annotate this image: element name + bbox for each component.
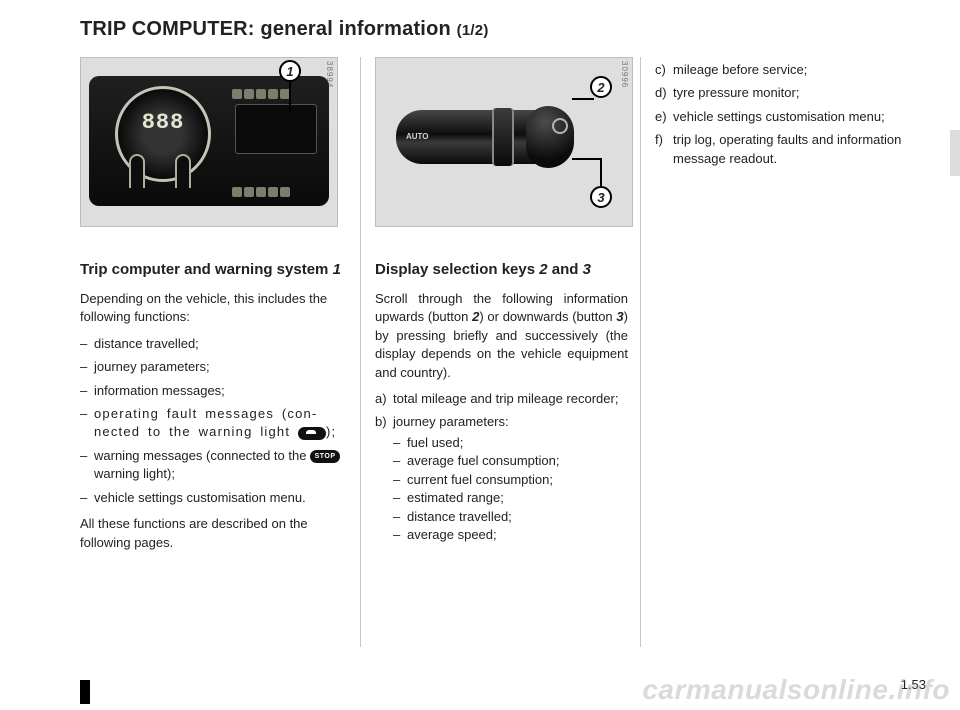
sub-avg-speed: average speed; — [393, 526, 628, 544]
fn-distance: distance travelled; — [80, 335, 348, 353]
fn-journey: journey parameters; — [80, 358, 348, 376]
cluster-icons-top — [231, 86, 319, 100]
page-title: TRIP COMPUTER: general information (1/2) — [80, 18, 926, 41]
txt-d: tyre pressure monitor; — [673, 85, 799, 100]
txt-e: vehicle settings customisation menu; — [673, 109, 885, 124]
page: TRIP COMPUTER: general information (1/2)… — [0, 0, 960, 710]
callout-3: 3 — [590, 186, 612, 208]
outro-text: All these functions are described on the… — [80, 515, 348, 552]
key-f: f) — [655, 131, 663, 149]
side-tab — [950, 130, 960, 176]
intro-text: Depending on the vehicle, this includes … — [80, 290, 348, 327]
dk-para: Scroll through the following informa­tio… — [375, 290, 628, 382]
stalk-auto-label: AUTO — [406, 132, 429, 141]
cluster-info-screen — [235, 104, 317, 154]
sub-avg-cons: average fuel consumption; — [393, 452, 628, 470]
sub-range: estimated range; — [393, 489, 628, 507]
fn-settings: vehicle settings customisation menu. — [80, 489, 348, 507]
heading-dk-b: and — [548, 261, 583, 278]
cluster-gauge-right — [175, 154, 191, 188]
heading-trip-ref: 1 — [333, 261, 341, 278]
item-c: c) mileage before service; — [655, 61, 908, 79]
title-part: (1/2) — [457, 22, 489, 39]
txt-b: journey parameters: — [393, 414, 509, 429]
fn-fault-b: ); — [326, 424, 336, 439]
stalk-ring — [492, 108, 514, 166]
callout-2: 2 — [590, 76, 612, 98]
stop-light-icon: STOP — [310, 450, 340, 463]
key-b: b) — [375, 413, 387, 431]
cluster-icons-bottom — [231, 184, 319, 198]
leader-3v — [600, 158, 602, 186]
dk-para-b: ) or downwards (button — [479, 309, 616, 324]
leader-1 — [289, 82, 291, 112]
key-c: c) — [655, 61, 666, 79]
figure-stalk: 30996 AUTO 2 3 — [375, 57, 633, 227]
letter-list-ab: a) total mileage and trip mileage re­cor… — [375, 390, 628, 545]
callout-1: 1 — [279, 60, 301, 82]
letter-list-cdef: c) mileage before service; d) tyre press… — [655, 61, 908, 168]
title-main: TRIP COMPUTER: general information — [80, 18, 457, 40]
fn-info: information messages; — [80, 382, 348, 400]
functions-list: distance travelled; journey parameters; … — [80, 335, 348, 508]
dk-para-r3: 3 — [616, 309, 623, 324]
fn-fault-a: operating fault messages (con­nected to … — [94, 406, 316, 439]
warning-light-icon — [298, 427, 326, 440]
columns: 38994 888 1 Trip computer and warning sy… — [80, 57, 926, 647]
heading-dk-ref2: 2 — [539, 261, 547, 278]
item-f: f) trip log, operating faults and inform… — [655, 131, 908, 168]
stalk-body: AUTO — [396, 110, 546, 164]
fn-warning: warning messages (connected to the STOP … — [80, 447, 348, 484]
figure-cluster: 38994 888 1 — [80, 57, 338, 227]
item-e: e) vehicle settings customisation menu; — [655, 108, 908, 126]
heading-display-keys: Display selection keys 2 and 3 — [375, 261, 628, 280]
fn-warning-b: warning light); — [94, 466, 175, 481]
txt-a: total mileage and trip mileage re­corder… — [393, 391, 618, 406]
stalk-tip — [526, 106, 574, 168]
heading-trip-a: Trip computer and warning system — [80, 261, 333, 278]
sub-fuel-used: fuel used; — [393, 434, 628, 452]
heading-dk-a: Display selection keys — [375, 261, 539, 278]
cluster-digits: 888 — [133, 110, 193, 138]
column-1: 38994 888 1 Trip computer and warning sy… — [80, 57, 360, 647]
item-d: d) tyre pressure monitor; — [655, 84, 908, 102]
key-d: d) — [655, 84, 667, 102]
page-number: 1.53 — [901, 677, 926, 692]
sub-cur-cons: current fuel consumption; — [393, 471, 628, 489]
column-2: 30996 AUTO 2 3 Display selection keys 2 … — [360, 57, 640, 647]
cluster-body: 888 — [89, 76, 329, 206]
fn-fault: operating fault messages (con­nected to … — [80, 405, 348, 442]
cluster-gauge-left — [129, 154, 145, 188]
journey-sublist: fuel used; average fuel consumption; cur… — [393, 434, 628, 545]
key-e: e) — [655, 108, 667, 126]
figure-2-number: 30996 — [620, 61, 629, 88]
item-a: a) total mileage and trip mileage re­cor… — [375, 390, 628, 408]
heading-trip-computer: Trip computer and warning system 1 — [80, 261, 348, 280]
fn-warning-a: warning messages (connected to the — [94, 448, 310, 463]
leader-3h — [572, 158, 600, 160]
black-crop-mark — [80, 680, 90, 704]
heading-dk-ref3: 3 — [583, 261, 591, 278]
txt-c: mileage before service; — [673, 62, 807, 77]
sub-distance: distance travelled; — [393, 508, 628, 526]
item-b: b) journey parameters: fuel used; averag… — [375, 413, 628, 544]
column-3: c) mileage before service; d) tyre press… — [640, 57, 920, 647]
txt-f: trip log, operating faults and informa­t… — [673, 132, 901, 165]
key-a: a) — [375, 390, 387, 408]
leader-2h — [572, 98, 594, 100]
